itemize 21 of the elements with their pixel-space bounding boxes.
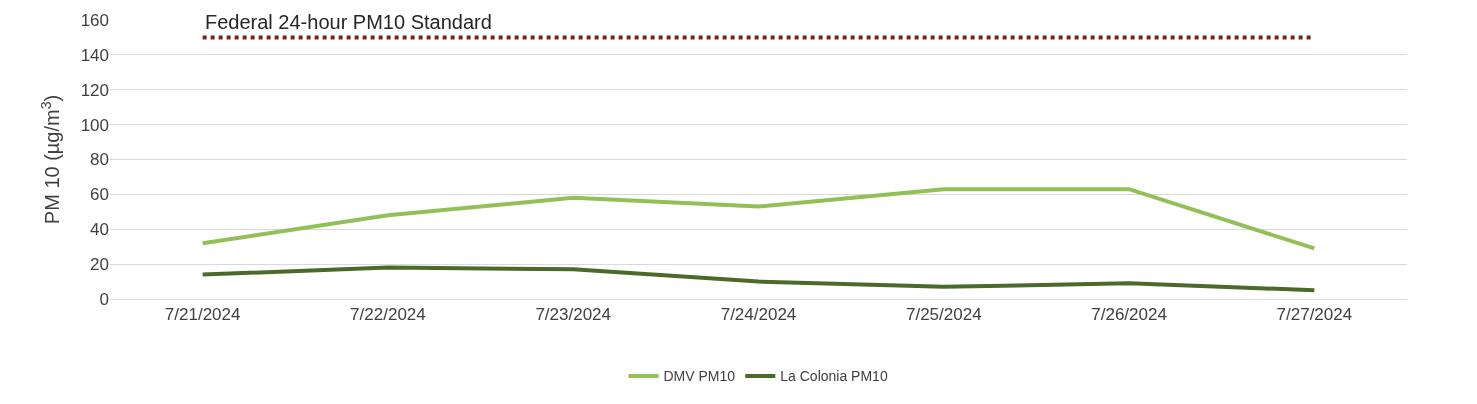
y-tick-label: 0 [99, 289, 109, 309]
x-tick-label: 7/21/2024 [164, 305, 241, 325]
x-tick-label: 7/23/2024 [535, 305, 612, 325]
y-tick-label: 60 [90, 185, 109, 205]
legend-label: La Colonia PM10 [780, 368, 888, 385]
x-tick-label: 7/22/2024 [350, 305, 426, 325]
y-tick-label: 100 [80, 115, 109, 135]
x-tick-label: 7/26/2024 [1091, 305, 1167, 325]
line-series [200, 265, 1317, 293]
line-series [200, 187, 1317, 251]
ref-line-label: Federal 24-hour PM10 Standard [205, 11, 492, 33]
x-tick-label: 7/24/2024 [720, 305, 797, 325]
y-tick-label: 140 [80, 45, 109, 65]
y-tick-label: 160 [80, 10, 109, 30]
x-tick-label: 7/27/2024 [1276, 305, 1353, 325]
legend-label: DMV PM10 [663, 368, 736, 385]
y-tick-label: 20 [90, 255, 109, 275]
x-tick-label: 7/25/2024 [905, 305, 982, 325]
y-tick-label: 80 [90, 150, 109, 170]
y-tick-label: 120 [80, 80, 109, 100]
y-tick-label: 40 [90, 220, 109, 240]
